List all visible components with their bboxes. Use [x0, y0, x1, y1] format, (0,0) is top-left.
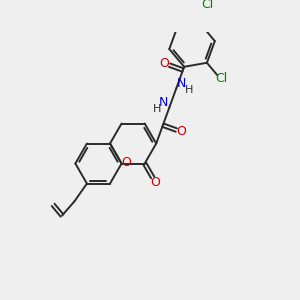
Text: O: O [121, 156, 131, 169]
Text: Cl: Cl [202, 0, 214, 11]
Text: N: N [177, 77, 186, 91]
Text: H: H [184, 85, 193, 95]
Text: N: N [159, 96, 168, 109]
Text: O: O [150, 176, 160, 188]
Text: O: O [176, 125, 186, 138]
Text: O: O [160, 57, 170, 70]
Text: H: H [153, 103, 161, 114]
Text: Cl: Cl [216, 72, 228, 85]
